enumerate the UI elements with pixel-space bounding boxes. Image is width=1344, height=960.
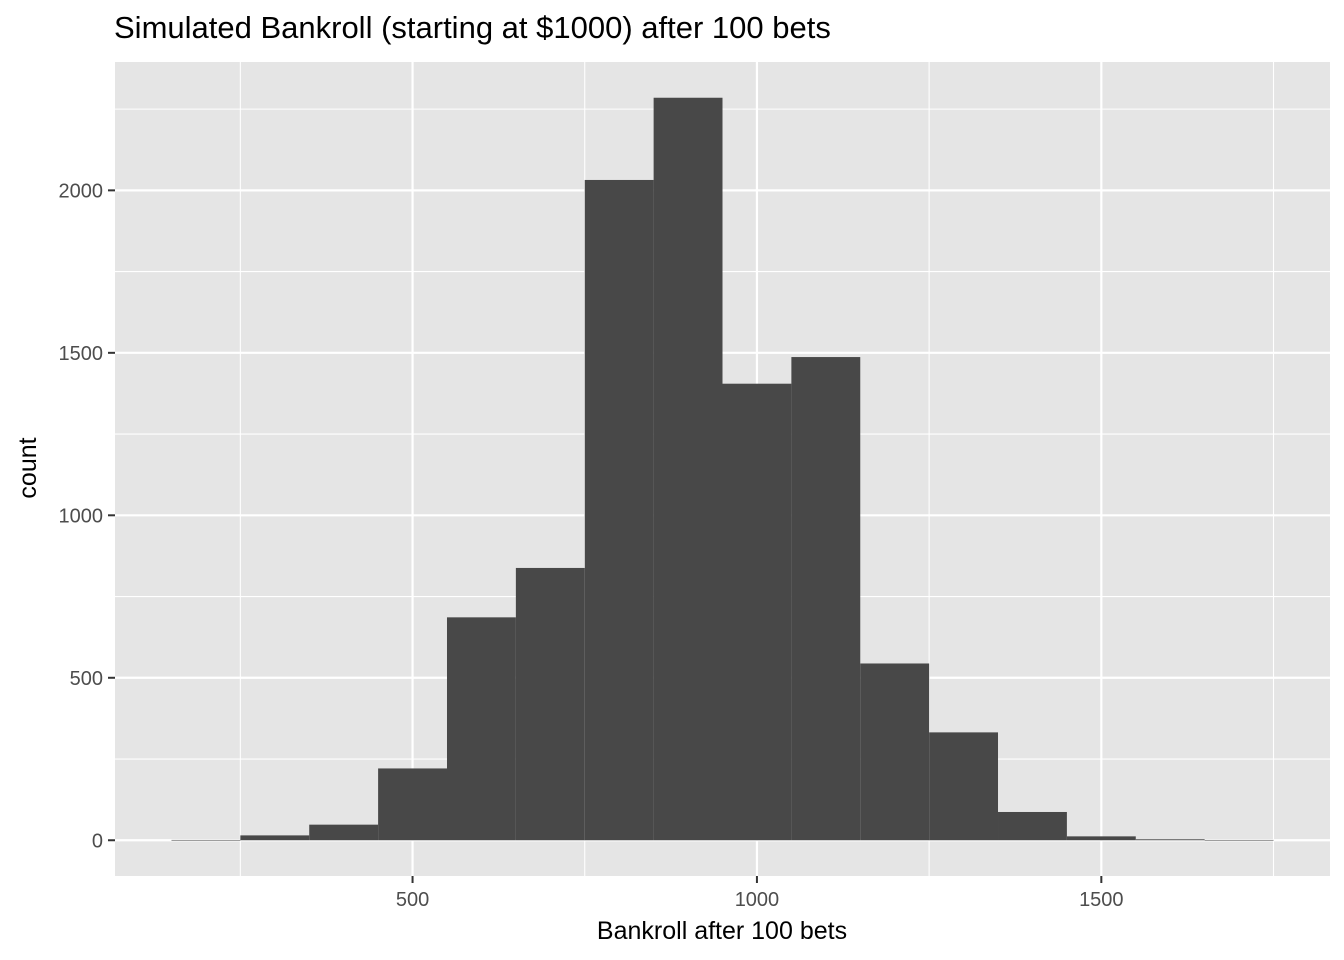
histogram-bars [171,97,1274,841]
x-tick-label: 1500 [1079,889,1124,911]
x-axis: 500 1000 1500 [396,876,1124,911]
y-tick-label: 1500 [59,343,104,365]
histogram-bar [584,179,654,841]
x-tick-label: 500 [396,889,429,911]
histogram-bar [378,768,447,841]
x-axis-title: Bankroll after 100 bets [597,917,847,945]
histogram-bar [929,732,999,841]
histogram-bar [515,567,585,841]
x-tick-label: 1000 [735,889,780,911]
y-tick-label: 0 [92,830,103,852]
y-axis-title: count [14,437,42,498]
histogram-bar [1135,839,1205,841]
histogram-bar [722,383,792,841]
histogram-bar [860,663,930,841]
histogram-bar [1204,839,1274,841]
y-tick-label: 2000 [59,180,104,202]
y-axis: 0 500 1000 1500 2000 [59,180,115,852]
histogram-bar [240,835,310,841]
histogram-bar [446,617,516,841]
histogram-bar [171,839,241,841]
chart-title: Simulated Bankroll (starting at $1000) a… [114,10,831,45]
histogram-bar [309,824,379,841]
histogram-bar [653,97,723,841]
y-tick-label: 1000 [59,505,104,527]
histogram-bar [791,357,861,841]
y-tick-label: 500 [70,668,103,690]
histogram-bar [1066,836,1136,841]
histogram-bar [998,811,1067,841]
